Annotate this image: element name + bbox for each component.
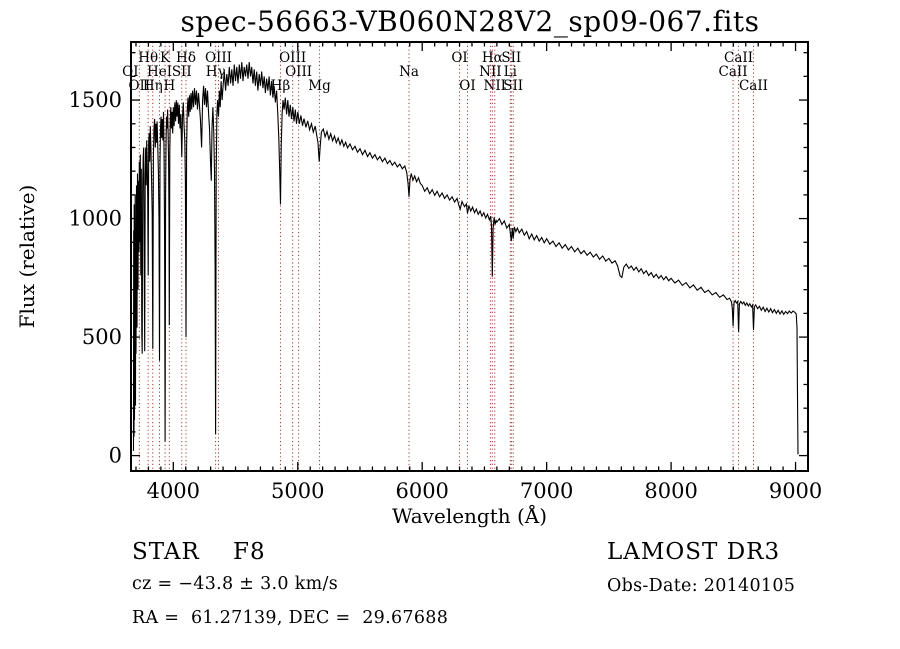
spectral-line-label: K <box>160 50 171 66</box>
spectral-line-label: Na <box>399 64 419 80</box>
axis-ticks <box>131 42 808 471</box>
y-tick-label: 1000 <box>69 207 122 231</box>
spectral-line-label: OI <box>451 50 467 66</box>
spectral-line-label: SII <box>172 64 192 80</box>
y-axis-title: Flux (relative) <box>15 185 39 329</box>
spectral-line-label: OI <box>122 64 138 80</box>
plot-frame <box>130 41 809 472</box>
spectral-line-label: OIII <box>279 50 306 66</box>
spectral-line-label: HeI <box>147 64 172 80</box>
spectral-line-label: OI <box>459 78 475 94</box>
y-tick-label: 1500 <box>69 88 122 112</box>
x-tick-label: 6000 <box>395 479 448 503</box>
x-tick-label: 5000 <box>271 479 324 503</box>
x-tick-label: 9000 <box>769 479 822 503</box>
x-tick-label: 4000 <box>147 479 200 503</box>
x-axis-title: Wavelength (Å) <box>392 503 547 528</box>
spectral-line-label: H <box>163 78 175 94</box>
spectral-line-label: CaII <box>724 50 753 66</box>
obs-date-label: Obs-Date: 20140105 <box>607 576 796 596</box>
y-tick-label: 500 <box>82 325 122 349</box>
spectral-line-label: CaII <box>719 64 748 80</box>
spectral-line-label: SII <box>503 78 523 94</box>
object-class-label: STAR F8 <box>132 539 266 565</box>
spectral-line-label: OIII <box>205 50 232 66</box>
spectral-line-label: NII <box>484 78 506 94</box>
spectral-line-label: Hβ <box>271 78 291 94</box>
x-tick-label: 7000 <box>520 479 573 503</box>
spectral-line-label: NII <box>479 64 501 80</box>
spectral-lines-group <box>138 42 754 471</box>
spectrum-line <box>132 62 799 455</box>
spectral-line-label: OII <box>128 78 150 94</box>
plot-title: spec-56663-VB060N28V2_sp09-067.fits <box>180 5 760 38</box>
spectral-line-label: Li <box>504 64 518 80</box>
spectral-line-label: Hθ <box>138 50 158 66</box>
x-tick-label: 8000 <box>644 479 697 503</box>
spectral-line-label: Hα <box>482 50 503 66</box>
radial-velocity-label: cz = −43.8 ± 3.0 km/s <box>132 574 338 594</box>
spectral-line-label: Mg <box>308 78 331 94</box>
spectral-line-label: CaII <box>739 78 768 94</box>
spectral-line-label: Hγ <box>206 64 226 80</box>
spectral-line-label: SII <box>501 50 521 66</box>
y-tick-label: 0 <box>109 444 122 468</box>
spectral-line-label: Hη <box>143 78 163 94</box>
survey-release-label: LAMOST DR3 <box>607 539 781 565</box>
spectral-line-label: Hδ <box>176 50 196 66</box>
coordinates-label: RA = 61.27139, DEC = 29.67688 <box>132 608 449 628</box>
spectral-line-label: OIII <box>285 64 312 80</box>
